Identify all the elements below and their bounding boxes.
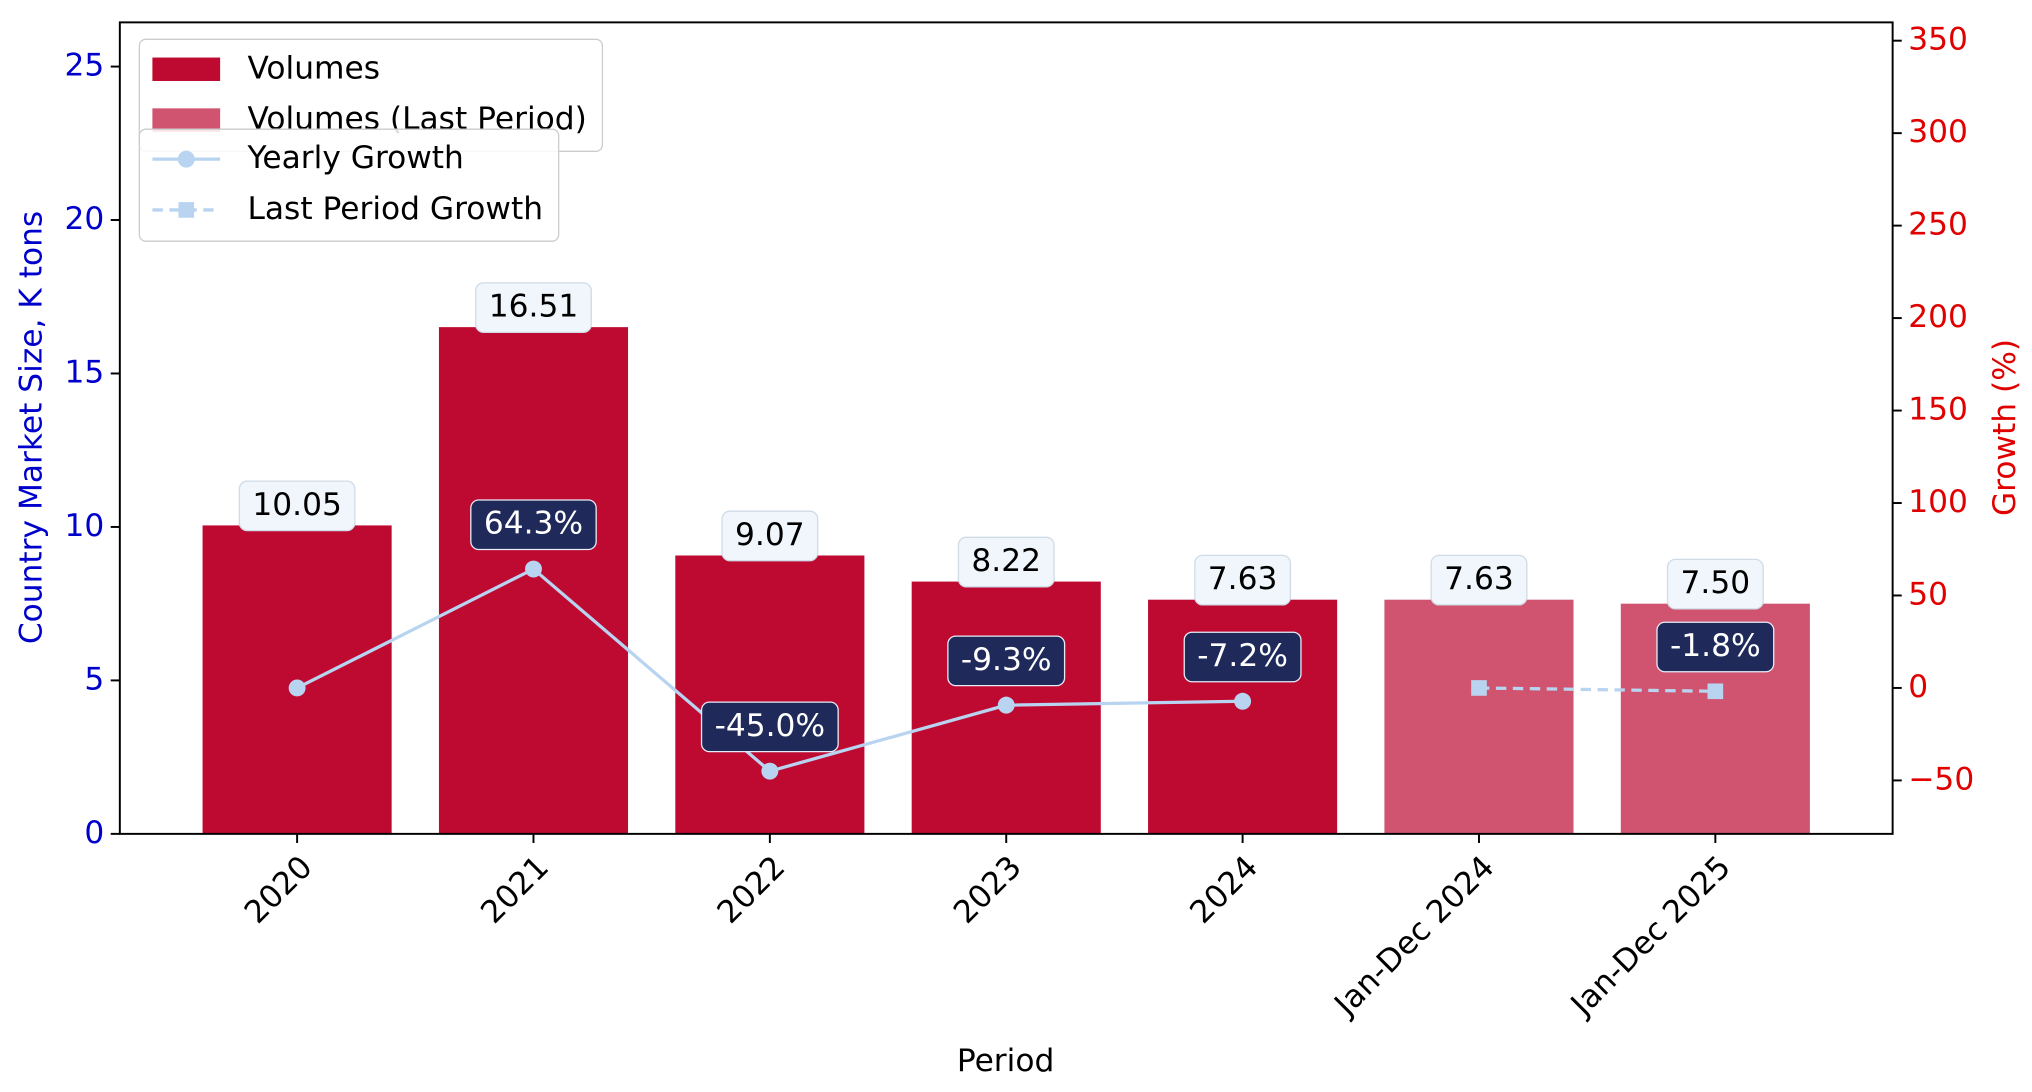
marker bbox=[997, 696, 1015, 714]
bar-value-label: 16.51 bbox=[489, 289, 578, 325]
y-tick-label: 15 bbox=[64, 354, 104, 390]
legend-label: Last Period Growth bbox=[247, 191, 543, 227]
growth-label: -7.2% bbox=[1197, 638, 1288, 674]
marker bbox=[1707, 683, 1724, 700]
label-box bbox=[721, 510, 819, 562]
bar-value-label: 10.05 bbox=[252, 487, 341, 523]
label-box bbox=[957, 536, 1055, 588]
growth-label: -9.3% bbox=[961, 642, 1052, 678]
bar-value-label: 7.63 bbox=[1208, 561, 1278, 597]
bar-value-label: 8.22 bbox=[971, 543, 1041, 579]
legend-marker bbox=[178, 202, 195, 218]
y-tick-label: 25 bbox=[64, 48, 104, 84]
growth-label: -45.0% bbox=[715, 708, 826, 744]
bar-value-label: 7.63 bbox=[1444, 561, 1514, 597]
label-box bbox=[1183, 631, 1302, 683]
x-tick-label: 2022 bbox=[711, 849, 793, 931]
bar bbox=[438, 327, 629, 834]
y2-tick-label: 300 bbox=[1908, 114, 1968, 150]
y2-tick-label: 250 bbox=[1908, 207, 1968, 243]
y2-axis-label: Growth (%) bbox=[1987, 339, 2023, 516]
y2-tick-label: 150 bbox=[1908, 392, 1968, 428]
label-box bbox=[238, 480, 356, 532]
bar-value-label: 7.50 bbox=[1681, 565, 1751, 601]
y2-tick-label: 0 bbox=[1908, 669, 1928, 705]
y-tick-label: 0 bbox=[84, 815, 104, 851]
y2-tick-label: 350 bbox=[1908, 22, 1968, 58]
legend: Yearly Growth Last Period Growth bbox=[138, 128, 560, 242]
bar bbox=[1384, 599, 1574, 834]
y2-tick-label: 200 bbox=[1908, 299, 1968, 335]
x-tick-label: 2020 bbox=[238, 849, 320, 931]
label-box bbox=[1656, 621, 1775, 673]
y2-tick-label: 50 bbox=[1908, 576, 1948, 612]
label-box bbox=[700, 701, 839, 753]
marker bbox=[525, 560, 542, 578]
legend-box bbox=[138, 128, 560, 242]
marker bbox=[288, 679, 306, 697]
y-tick-label: 10 bbox=[64, 508, 104, 544]
label-box bbox=[1666, 558, 1764, 610]
growth-label: 64.3% bbox=[484, 506, 583, 542]
marker bbox=[1234, 692, 1252, 710]
label-box bbox=[947, 635, 1066, 687]
y2-tick-label: 100 bbox=[1908, 484, 1968, 520]
legend-swatch bbox=[152, 57, 221, 81]
x-tick-label: Jan-Dec 2025 bbox=[1563, 849, 1738, 1024]
marker bbox=[761, 762, 779, 780]
label-box bbox=[1430, 554, 1528, 606]
legend-label: Yearly Growth bbox=[246, 140, 463, 176]
growth-label: -1.8% bbox=[1670, 628, 1761, 664]
x-tick-label: 2024 bbox=[1183, 849, 1265, 931]
legend-swatch bbox=[152, 108, 221, 132]
bar-value-label: 9.07 bbox=[735, 517, 805, 553]
y-axis-label: Country Market Size, K tons bbox=[14, 211, 50, 644]
y-tick-label: 20 bbox=[64, 201, 104, 237]
y2-tick-label: −50 bbox=[1908, 761, 1974, 797]
x-tick-label: 2021 bbox=[474, 849, 556, 931]
x-tick-label: Jan-Dec 2024 bbox=[1326, 849, 1501, 1024]
legend-label: Volumes bbox=[247, 50, 380, 86]
legend-marker bbox=[177, 150, 195, 168]
marker bbox=[1471, 680, 1487, 696]
label-box bbox=[1194, 554, 1292, 606]
bar bbox=[675, 555, 865, 834]
x-axis-label: Period bbox=[957, 1043, 1054, 1079]
label-box bbox=[470, 499, 597, 551]
label-box bbox=[475, 282, 592, 334]
line bbox=[1478, 686, 1716, 693]
y-tick-label: 5 bbox=[84, 661, 104, 697]
x-tick-label: 2023 bbox=[947, 849, 1029, 931]
